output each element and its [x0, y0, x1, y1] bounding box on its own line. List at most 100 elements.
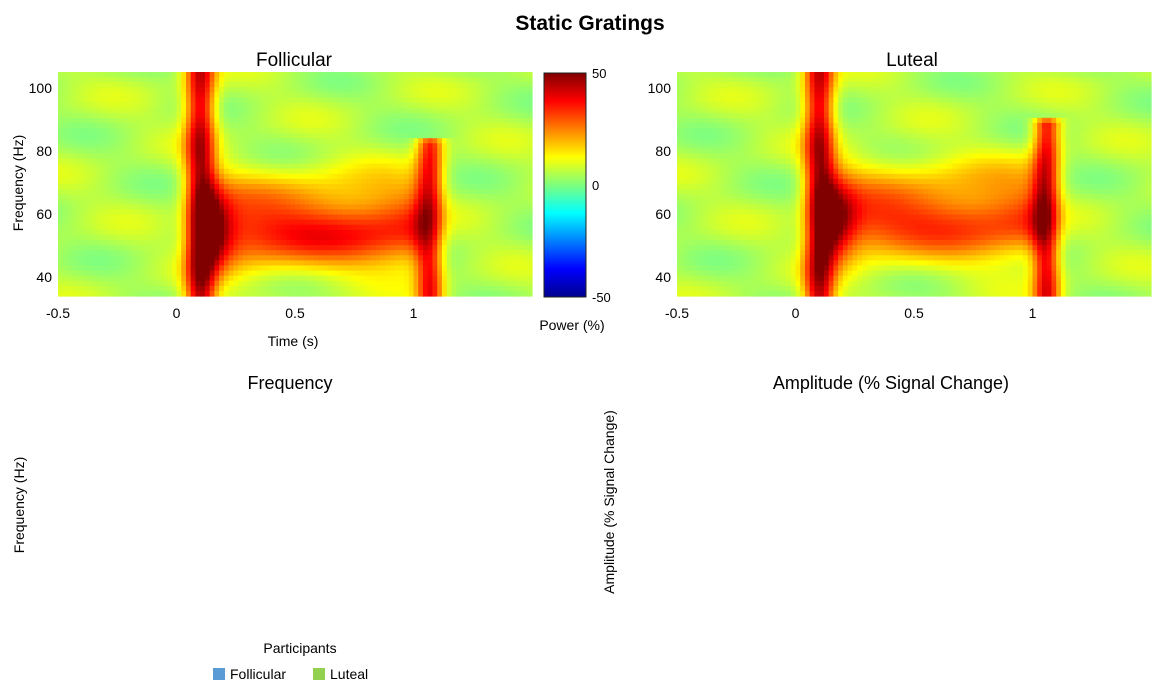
heatmap-cell [380, 219, 386, 226]
heatmap-cell [695, 128, 702, 134]
heatmap-cell [190, 77, 197, 83]
heatmap-cell [489, 168, 495, 175]
heatmap-cell [465, 204, 471, 211]
heatmap-cell [714, 97, 721, 104]
heatmap-cell [729, 184, 735, 190]
heatmap-cell [185, 214, 192, 221]
heatmap-cell [328, 77, 334, 83]
heatmap-cell [167, 255, 173, 261]
heatmap-cell [200, 280, 206, 287]
heatmap-cell [446, 204, 453, 211]
heatmap-cell [356, 280, 362, 287]
heatmap-cell [370, 128, 377, 134]
heatmap-cell [427, 173, 434, 180]
heatmap-cell [129, 153, 135, 160]
heatmap-cell [408, 229, 415, 236]
heatmap-cell [133, 107, 140, 114]
heatmap-cell [67, 77, 73, 83]
heatmap-cell [200, 82, 206, 88]
heatmap-cell [719, 209, 725, 216]
heatmap-cell [266, 270, 272, 277]
heatmap-cell [304, 112, 310, 119]
heatmap-cell [389, 265, 396, 272]
heatmap-cell [418, 184, 424, 190]
heatmap-cell [517, 168, 524, 175]
heatmap-cell [370, 122, 377, 129]
heatmap-cell [204, 107, 211, 114]
heatmap-cell [133, 168, 140, 175]
heatmap-cell [257, 199, 263, 205]
heatmap-cell [133, 153, 140, 160]
heatmap-cell [489, 82, 495, 88]
heatmap-cell [337, 265, 343, 272]
heatmap-cell [299, 255, 306, 261]
heatmap-cell [719, 270, 725, 277]
heatmap-cell [171, 285, 178, 292]
heatmap-cell [271, 209, 277, 216]
heatmap-cell [209, 194, 216, 200]
heatmap-cell [714, 178, 721, 185]
heatmap-cell [366, 275, 372, 282]
heatmap-cell [356, 102, 362, 109]
heatmap-cell [489, 229, 495, 236]
heatmap-cell [404, 204, 410, 211]
heatmap-cell [157, 189, 163, 195]
heatmap-cell [408, 214, 415, 221]
heatmap-cell [413, 173, 419, 180]
heatmap-cell [385, 285, 391, 292]
heatmap-cell [475, 107, 481, 114]
heatmap-cell [356, 87, 362, 93]
heatmap-cell [167, 214, 173, 221]
heatmap-cell [714, 143, 721, 149]
heatmap-cell [242, 117, 249, 124]
heatmap-cell [148, 234, 154, 241]
heatmap-cell [460, 245, 467, 251]
heatmap-cell [304, 87, 310, 93]
heatmap-cell [309, 260, 315, 267]
heatmap-cell [171, 240, 178, 246]
heatmap-cell [119, 260, 125, 267]
heatmap-cell [705, 265, 711, 272]
heatmap-cell [204, 194, 211, 200]
heatmap-cell [223, 224, 230, 231]
heatmap-cell [508, 153, 514, 160]
heatmap-cell [385, 168, 391, 175]
heatmap-cell [508, 122, 514, 129]
heatmap-cell [176, 128, 182, 134]
heatmap-cell [375, 122, 381, 129]
heatmap-cell [408, 87, 415, 93]
heatmap-cell [271, 189, 277, 195]
heatmap-cell [81, 280, 88, 287]
heatmap-cell [81, 265, 88, 272]
heatmap-cell [309, 87, 315, 93]
heatmap-cell [176, 219, 182, 226]
heatmap-cell [100, 168, 106, 175]
heatmap-cell [413, 92, 419, 99]
heatmap-cell [276, 270, 282, 277]
heatmap-cell [351, 77, 358, 83]
heatmap-cell [470, 163, 476, 170]
heatmap-cell [58, 138, 64, 144]
heatmap-cell [95, 77, 102, 83]
heatmap-cell [422, 240, 429, 246]
heatmap-cell [389, 285, 396, 292]
heatmap-cell [100, 214, 106, 221]
heatmap-cell [389, 194, 396, 200]
heatmap-cell [233, 189, 239, 195]
heatmap-cell [91, 163, 97, 170]
heatmap-cell [418, 255, 424, 261]
heatmap-cell [185, 224, 192, 231]
heatmap-cell [223, 97, 230, 104]
heatmap-cell [380, 72, 386, 78]
heatmap-cell [356, 224, 362, 231]
heatmap-cell [304, 97, 310, 104]
figure-title: Static Gratings [515, 12, 664, 35]
heatmap-cell [190, 240, 197, 246]
heatmap-cell [133, 224, 140, 231]
heatmap-cell [691, 148, 697, 155]
heatmap-cell [710, 107, 716, 114]
heatmap-cell [404, 133, 410, 139]
heatmap-cell [361, 82, 367, 88]
heatmap-cell [157, 168, 163, 175]
heatmap-cell [351, 209, 358, 216]
